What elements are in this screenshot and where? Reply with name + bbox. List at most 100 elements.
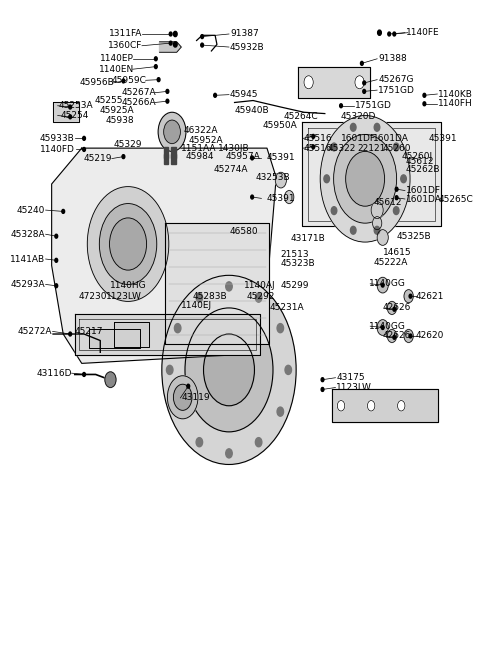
Circle shape bbox=[285, 365, 291, 375]
Circle shape bbox=[377, 277, 388, 293]
Circle shape bbox=[168, 376, 198, 419]
Text: 1140FD: 1140FD bbox=[40, 145, 75, 154]
Text: 1140EN: 1140EN bbox=[99, 65, 134, 74]
Circle shape bbox=[395, 187, 398, 191]
Circle shape bbox=[173, 31, 177, 37]
Text: 45260: 45260 bbox=[383, 143, 411, 153]
Text: 1360CF: 1360CF bbox=[108, 41, 142, 50]
Text: 14615: 14615 bbox=[383, 248, 411, 257]
Polygon shape bbox=[114, 322, 149, 347]
Text: 43171B: 43171B bbox=[290, 234, 325, 242]
Text: 1601DA: 1601DA bbox=[373, 134, 409, 143]
Circle shape bbox=[381, 283, 384, 287]
Circle shape bbox=[201, 43, 204, 47]
Circle shape bbox=[346, 151, 384, 206]
Bar bbox=[171, 147, 176, 158]
Circle shape bbox=[321, 378, 324, 382]
Circle shape bbox=[83, 147, 85, 151]
Text: 45262B: 45262B bbox=[406, 165, 440, 174]
Text: 45292: 45292 bbox=[246, 291, 275, 301]
Circle shape bbox=[337, 401, 345, 411]
Circle shape bbox=[204, 334, 254, 405]
Text: 45264C: 45264C bbox=[283, 112, 318, 121]
Text: 45984: 45984 bbox=[186, 152, 215, 161]
Circle shape bbox=[377, 320, 388, 335]
Circle shape bbox=[276, 172, 287, 188]
Text: 45320D: 45320D bbox=[341, 112, 376, 121]
Text: 1123LW: 1123LW bbox=[336, 383, 372, 392]
Text: 1140AJ: 1140AJ bbox=[244, 280, 276, 290]
Circle shape bbox=[321, 388, 324, 392]
Polygon shape bbox=[89, 329, 140, 348]
Bar bbox=[164, 154, 168, 164]
Text: 1311FA: 1311FA bbox=[108, 29, 142, 39]
Circle shape bbox=[350, 123, 356, 131]
Text: 45957A: 45957A bbox=[225, 152, 260, 161]
Text: 45956B: 45956B bbox=[79, 79, 114, 87]
Circle shape bbox=[371, 202, 383, 219]
Text: 45267G: 45267G bbox=[378, 75, 414, 84]
Text: 45267A: 45267A bbox=[121, 88, 156, 97]
Circle shape bbox=[331, 143, 337, 151]
Polygon shape bbox=[75, 314, 260, 355]
Text: 45265C: 45265C bbox=[438, 195, 473, 204]
Circle shape bbox=[255, 293, 262, 302]
Text: 45925A: 45925A bbox=[99, 107, 134, 115]
Circle shape bbox=[378, 30, 381, 35]
Text: 45274A: 45274A bbox=[214, 165, 248, 174]
Circle shape bbox=[363, 81, 366, 85]
Text: 45516: 45516 bbox=[304, 143, 333, 153]
Text: 1140KB: 1140KB bbox=[438, 90, 473, 98]
Circle shape bbox=[185, 308, 273, 432]
Text: 45952A: 45952A bbox=[188, 136, 223, 145]
Circle shape bbox=[69, 115, 72, 119]
Circle shape bbox=[99, 204, 157, 284]
Circle shape bbox=[393, 32, 396, 36]
Circle shape bbox=[255, 438, 262, 447]
Text: 45222A: 45222A bbox=[373, 258, 408, 267]
Circle shape bbox=[377, 230, 388, 246]
Circle shape bbox=[157, 78, 160, 82]
Text: 45945: 45945 bbox=[230, 90, 258, 99]
Circle shape bbox=[350, 227, 356, 234]
Text: 1140GG: 1140GG bbox=[369, 279, 406, 288]
Circle shape bbox=[251, 156, 253, 160]
Circle shape bbox=[109, 218, 146, 270]
Polygon shape bbox=[165, 223, 269, 344]
Text: 1601DF: 1601DF bbox=[406, 186, 441, 195]
Circle shape bbox=[167, 365, 173, 375]
Text: 1140GG: 1140GG bbox=[369, 322, 406, 331]
Text: 45266A: 45266A bbox=[121, 98, 156, 107]
Circle shape bbox=[187, 384, 190, 388]
Circle shape bbox=[409, 334, 412, 338]
Text: 43253B: 43253B bbox=[255, 173, 290, 182]
Circle shape bbox=[196, 438, 203, 447]
Circle shape bbox=[87, 187, 169, 301]
Circle shape bbox=[83, 136, 85, 140]
Text: 46322A: 46322A bbox=[184, 126, 218, 135]
Circle shape bbox=[374, 123, 380, 131]
Text: 45950A: 45950A bbox=[263, 121, 297, 130]
Text: 45293A: 45293A bbox=[10, 280, 45, 289]
Circle shape bbox=[166, 99, 169, 103]
Bar bbox=[164, 147, 168, 158]
Circle shape bbox=[404, 290, 413, 303]
Circle shape bbox=[387, 301, 396, 314]
Text: 1751GD: 1751GD bbox=[355, 102, 392, 110]
Circle shape bbox=[162, 275, 296, 464]
Text: 45932B: 45932B bbox=[230, 43, 264, 52]
Text: 45323B: 45323B bbox=[281, 259, 315, 268]
Text: 45329: 45329 bbox=[113, 140, 142, 149]
Circle shape bbox=[158, 112, 186, 151]
Text: 45283B: 45283B bbox=[193, 291, 228, 301]
Bar bbox=[171, 154, 176, 164]
Text: 1601DF: 1601DF bbox=[341, 134, 376, 143]
Circle shape bbox=[277, 407, 284, 416]
Text: 45612: 45612 bbox=[373, 198, 402, 207]
Circle shape bbox=[285, 191, 294, 204]
Text: 45322: 45322 bbox=[327, 143, 356, 153]
Text: 91388: 91388 bbox=[378, 54, 407, 64]
Text: 1140FE: 1140FE bbox=[406, 28, 440, 37]
Text: 46580: 46580 bbox=[230, 227, 259, 236]
Text: 1140FH: 1140FH bbox=[438, 100, 473, 108]
